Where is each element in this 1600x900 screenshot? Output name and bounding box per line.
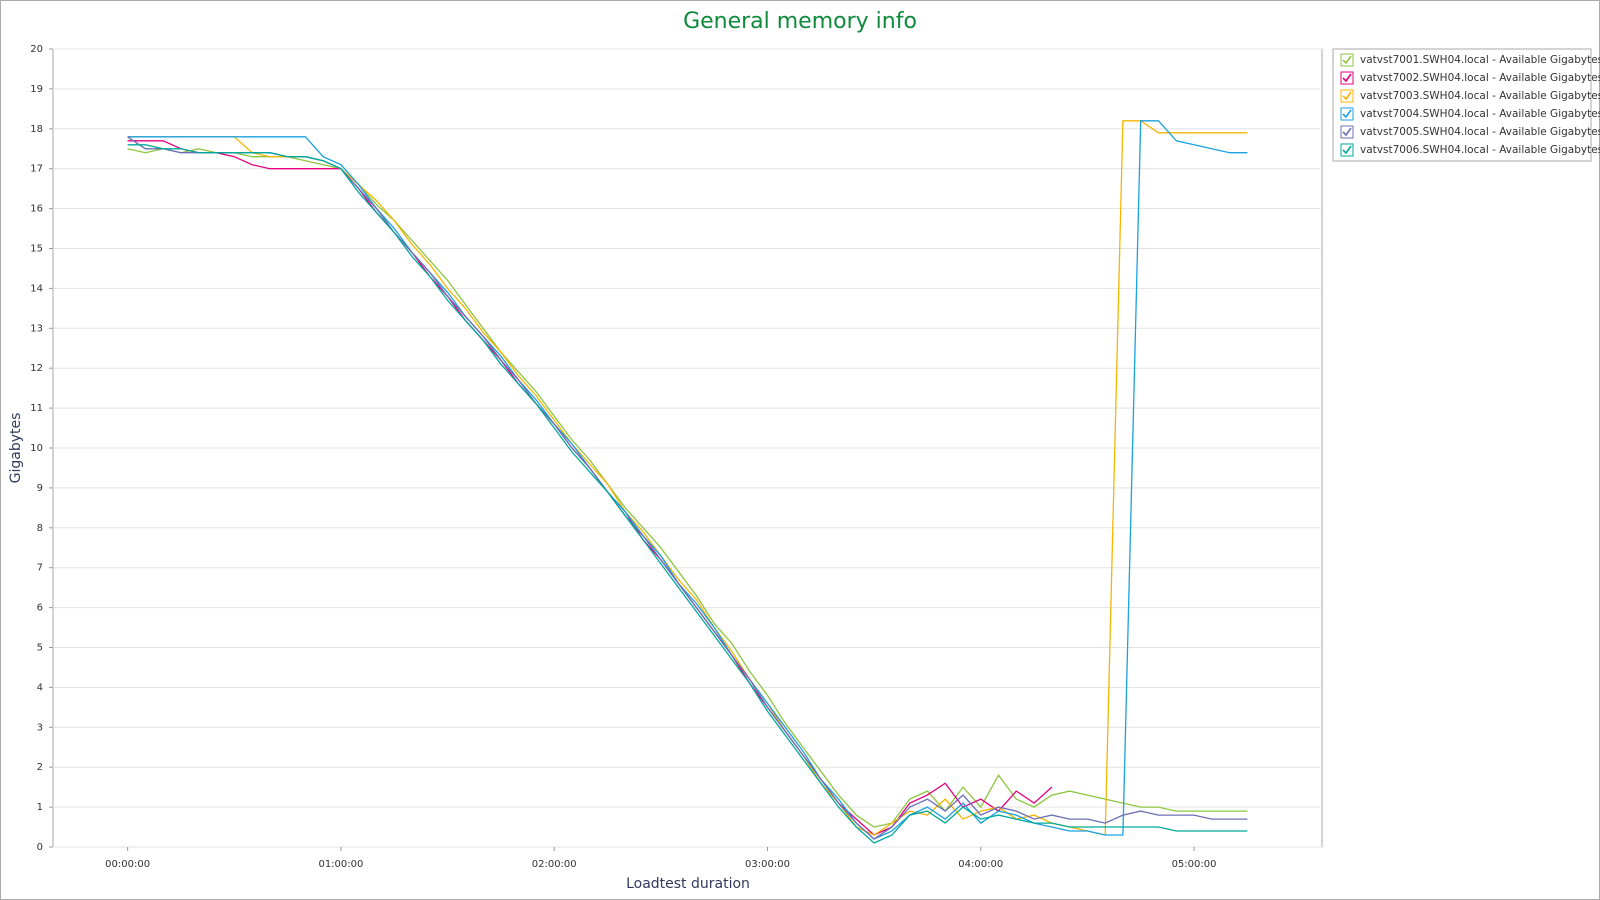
y-tick-label: 5 (37, 643, 43, 654)
y-tick-label: 2 (37, 762, 43, 773)
y-tick-label: 4 (37, 682, 43, 693)
x-tick-label: 05:00:00 (1172, 859, 1217, 870)
y-tick-label: 18 (30, 124, 43, 135)
legend-checkbox[interactable] (1340, 143, 1354, 157)
legend-checkbox[interactable] (1340, 125, 1354, 139)
y-tick-label: 10 (30, 443, 43, 454)
legend-label: vatvst7002.SWH04.local - Available Gigab… (1360, 72, 1600, 84)
x-tick-label: 02:00:00 (532, 859, 577, 870)
legend-checkbox[interactable] (1340, 53, 1354, 67)
x-tick-label: 03:00:00 (745, 859, 790, 870)
series-line (127, 148, 1248, 828)
legend-checkbox[interactable] (1340, 107, 1354, 121)
x-axis-label: Loadtest duration (626, 876, 750, 892)
y-tick-label: 1 (37, 802, 43, 813)
y-tick-label: 9 (37, 483, 43, 494)
legend-check (1342, 91, 1352, 101)
legend-check (1342, 127, 1352, 137)
legend-check (1342, 55, 1352, 65)
y-tick-label: 0 (37, 842, 43, 853)
legend-label: vatvst7001.SWH04.local - Available Gigab… (1360, 54, 1600, 66)
legend-check (1342, 73, 1352, 83)
x-tick-label: 00:00:00 (105, 859, 150, 870)
legend-check (1342, 145, 1352, 155)
y-tick-label: 3 (37, 722, 43, 733)
y-tick-label: 8 (37, 523, 43, 534)
y-tick-label: 17 (30, 164, 43, 175)
series-line (127, 120, 1248, 840)
legend-label: vatvst7005.SWH04.local - Available Gigab… (1360, 126, 1600, 138)
legend-checkbox[interactable] (1340, 71, 1354, 85)
y-tick-label: 20 (30, 44, 43, 55)
y-tick-label: 13 (30, 323, 43, 334)
series-line (127, 144, 1248, 844)
y-tick-label: 6 (37, 603, 43, 614)
x-tick-label: 01:00:00 (318, 859, 363, 870)
legend-label: vatvst7006.SWH04.local - Available Gigab… (1360, 144, 1600, 156)
x-tick-label: 04:00:00 (958, 859, 1003, 870)
y-tick-label: 12 (30, 363, 43, 374)
legend-check (1342, 109, 1352, 119)
y-tick-label: 16 (30, 204, 43, 215)
y-axis-label: Gigabytes (8, 413, 24, 484)
legend-label: vatvst7004.SWH04.local - Available Gigab… (1360, 108, 1600, 120)
y-tick-label: 14 (30, 283, 43, 294)
chart-title: General memory info (683, 9, 917, 34)
legend (1332, 48, 1592, 162)
y-tick-label: 7 (37, 563, 43, 574)
y-tick-label: 19 (30, 84, 43, 95)
legend-label: vatvst7003.SWH04.local - Available Gigab… (1360, 90, 1600, 102)
y-tick-label: 11 (30, 403, 43, 414)
y-tick-label: 15 (30, 244, 43, 255)
legend-checkbox[interactable] (1340, 89, 1354, 103)
